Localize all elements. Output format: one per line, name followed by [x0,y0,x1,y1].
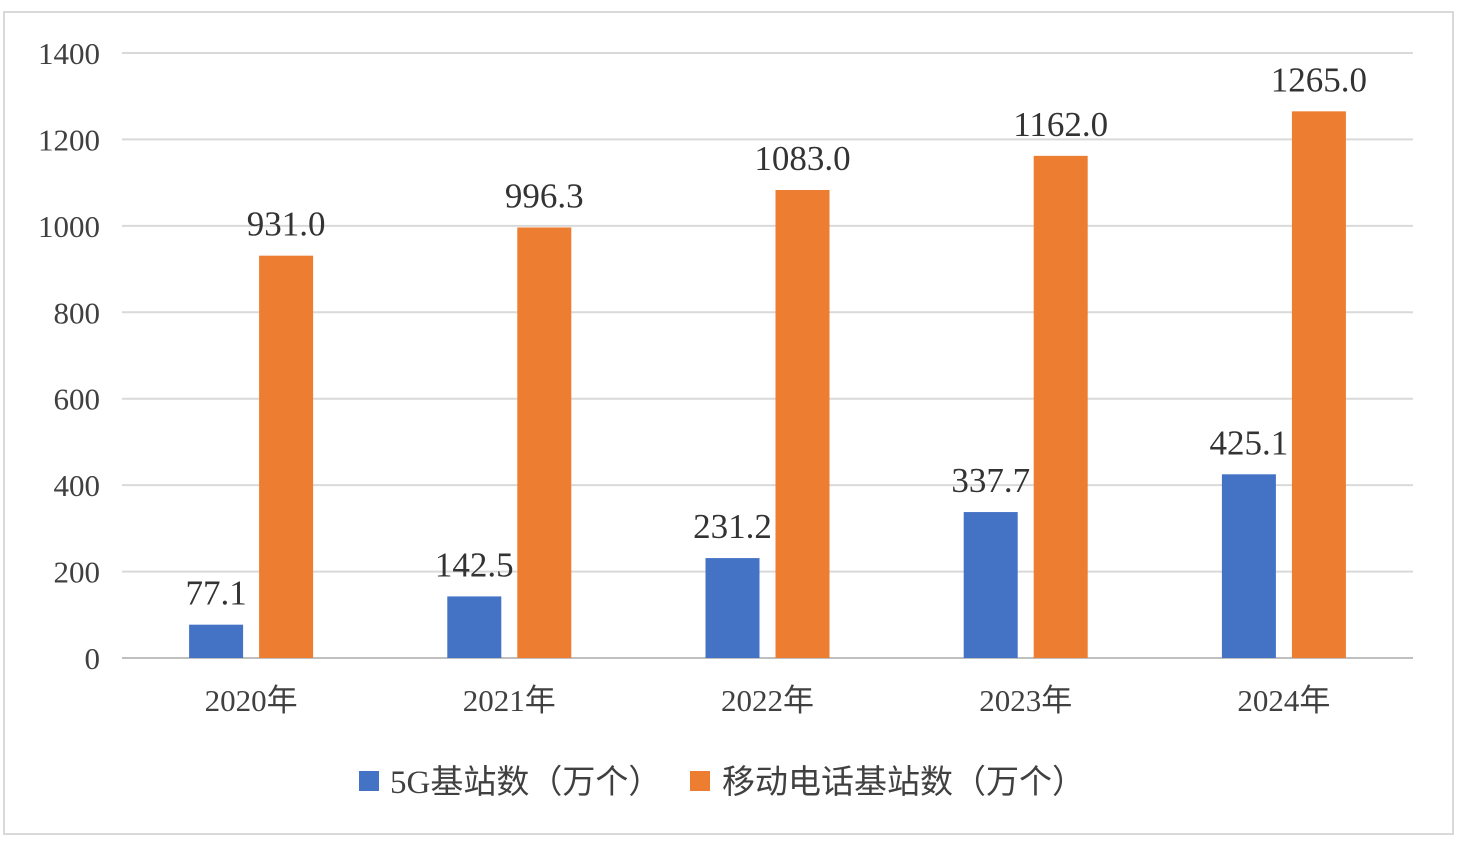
bar-5g-3 [963,512,1018,658]
data-label: 996.3 [505,176,584,215]
data-label: 142.5 [435,545,514,584]
legend-label: 移动电话基站数（万个） [722,764,1085,801]
y-tick-label: 1400 [38,36,100,71]
bar-mobile-4 [1291,111,1346,658]
data-label: 77.1 [185,574,246,613]
bar-mobile-1 [517,227,572,659]
data-label: 931.0 [247,205,326,244]
y-tick-label: 600 [54,382,101,417]
x-tick-label: 2023年 [979,683,1072,718]
gridlines [122,52,1413,659]
bar-mobile-3 [1033,155,1088,658]
x-tick-label: 2021年 [463,683,556,718]
bar-5g-4 [1221,474,1276,658]
data-label: 231.2 [693,507,772,546]
x-tick-label: 2024年 [1237,683,1330,718]
y-tick-label: 200 [54,555,101,590]
bar-mobile-0 [259,255,314,659]
y-tick-label: 800 [54,295,101,330]
x-axis-tick-labels: 2020年 2021年 2022年 2023年 2024年 [205,683,1331,718]
legend-label: 5G基站数（万个） [390,764,661,801]
x-tick-label: 2022年 [721,683,814,718]
data-label: 425.1 [1210,423,1289,462]
chart-frame [3,11,1454,835]
bar-5g-1 [447,596,502,658]
bars [189,111,1346,659]
data-label: 337.7 [951,461,1030,500]
data-labels: 77.1 931.0 142.5 996.3 231.2 1083.0 337.7 1162.… [185,60,1367,612]
y-tick-label: 0 [85,641,101,676]
legend-swatch [359,771,379,791]
legend-swatch [690,771,710,791]
bar-5g-2 [705,558,760,658]
y-tick-label: 1200 [38,122,100,157]
y-axis-tick-labels: 0 200 400 600 800 1000 1200 1400 [38,36,100,676]
bar-mobile-2 [775,189,830,658]
data-label: 1162.0 [1013,105,1108,144]
bar-5g-0 [189,624,244,658]
x-tick-label: 2020年 [205,683,298,718]
data-label: 1265.0 [1271,60,1367,99]
y-tick-label: 1000 [38,209,100,244]
legend: 5G基站数（万个） 移动电话基站数（万个） [359,764,1085,801]
data-label: 1083.0 [754,139,850,178]
y-tick-label: 400 [54,468,101,503]
